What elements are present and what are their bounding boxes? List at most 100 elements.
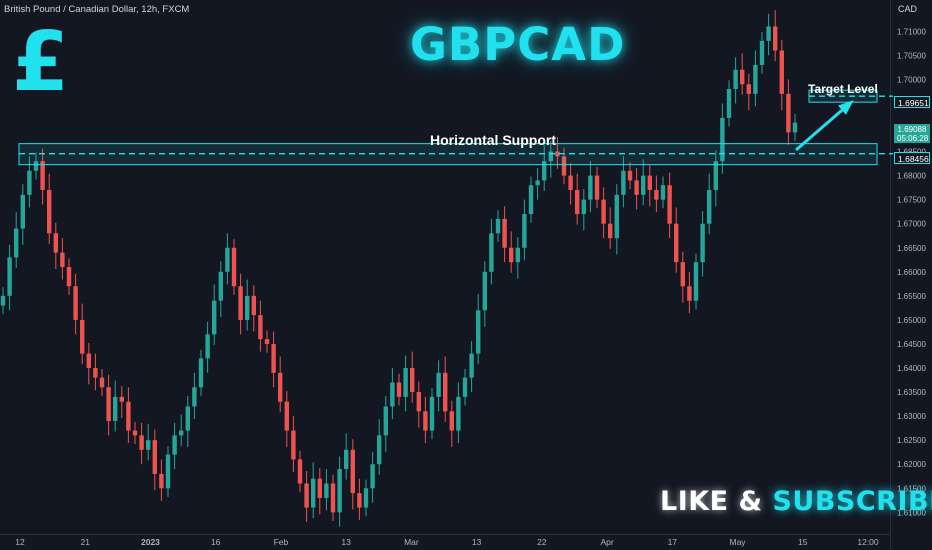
support-label: Horizontal Support — [430, 132, 556, 148]
candle-up — [476, 310, 481, 354]
pound-logo-icon: £ — [12, 15, 70, 110]
candle-down — [746, 84, 751, 94]
candle-down — [634, 180, 639, 195]
candle-down — [410, 368, 415, 393]
candle-down — [66, 267, 72, 287]
candle-up — [33, 161, 39, 171]
candle-down — [231, 247, 237, 287]
candle-up — [462, 377, 468, 397]
arrow-shaft — [795, 104, 849, 151]
candle-up — [726, 89, 732, 118]
time-tick-label: 16 — [211, 537, 221, 547]
candle-down — [119, 396, 124, 402]
candle-up — [337, 469, 342, 513]
candle-up — [621, 170, 626, 195]
candle-up — [146, 440, 151, 450]
candle-down — [740, 69, 745, 85]
candle-down — [330, 483, 336, 513]
candle-down — [423, 411, 428, 431]
candle-up — [641, 175, 646, 195]
candle-up — [344, 449, 349, 470]
candle-up — [198, 358, 204, 388]
candle-down — [443, 372, 448, 412]
candle-down — [654, 190, 659, 200]
candle-down — [53, 233, 58, 253]
candle-down — [502, 218, 507, 248]
candle-up — [225, 247, 230, 272]
candle-up — [548, 151, 553, 162]
candle-down — [601, 199, 606, 224]
price-tick-label: 1.65000 — [897, 316, 926, 325]
candle-down — [555, 151, 560, 157]
candle-up — [377, 435, 382, 465]
candle-down — [687, 286, 692, 301]
candle-down — [568, 175, 573, 191]
candlestick-series — [0, 10, 798, 527]
target-price-tag: 1.69651 — [894, 96, 930, 108]
price-tick-label: 1.63000 — [897, 412, 926, 421]
candle-up — [172, 435, 177, 455]
price-tick-label: 1.70500 — [897, 51, 926, 60]
candle-up — [0, 295, 6, 306]
chart-title: GBPCAD — [410, 18, 626, 71]
candle-down — [271, 343, 276, 373]
candle-down — [449, 411, 454, 431]
candle-up — [720, 117, 725, 162]
price-tick-label: 1.65500 — [897, 292, 926, 301]
candle-down — [317, 478, 322, 498]
candle-down — [278, 372, 283, 402]
candle-down — [152, 440, 157, 474]
candle-up — [528, 185, 534, 215]
candle-up — [218, 271, 223, 301]
time-tick-label: 13 — [341, 537, 351, 547]
price-tick-label: 1.67000 — [897, 220, 926, 229]
time-axis[interactable]: 12 21 2023 16 Feb 13 Mar 13 22 Apr 17 May 15 12:00 — [15, 537, 879, 547]
candle-up — [535, 180, 540, 186]
candle-up — [14, 228, 19, 258]
time-tick-label: 22 — [537, 537, 547, 547]
price-tick-label: 1.64500 — [897, 340, 926, 349]
candle-down — [126, 401, 131, 431]
price-tick-label: 1.62000 — [897, 460, 926, 469]
price-tick-label: 1.71000 — [897, 27, 926, 36]
candle-down — [258, 315, 263, 340]
time-tick-label: Apr — [600, 537, 613, 547]
candle-down — [779, 50, 784, 94]
candle-up — [588, 175, 593, 200]
candle-down — [139, 435, 144, 450]
target-arrow-icon — [795, 99, 854, 151]
price-tick-label: 1.70000 — [897, 75, 926, 84]
price-tick-label: 1.61500 — [897, 484, 926, 493]
price-tick-label: 1.63500 — [897, 388, 926, 397]
candle-down — [60, 252, 65, 267]
candle-down — [238, 286, 243, 320]
candle-down — [73, 286, 78, 320]
candle-down — [575, 190, 580, 215]
candle-down — [304, 483, 309, 508]
bar-countdown: 05:06:28 — [897, 134, 929, 143]
time-tick-label: 15 — [798, 537, 808, 547]
candle-up — [179, 430, 184, 436]
candle-down — [132, 430, 138, 436]
candle-up — [7, 257, 12, 296]
candle-down — [93, 368, 98, 378]
candle-up — [165, 454, 171, 489]
candle-down — [264, 339, 270, 344]
candle-up — [456, 396, 461, 431]
candle-down — [773, 26, 778, 51]
candle-down — [350, 449, 355, 494]
candle-down — [291, 430, 296, 460]
price-tick-label: 1.61000 — [897, 508, 926, 517]
candle-down — [80, 319, 85, 354]
candle-down — [594, 175, 600, 200]
cta-subscribe-text: SUBSCRIBE — [772, 486, 932, 517]
target-label: Target Level — [808, 82, 878, 96]
like-subscribe-banner[interactable]: LIKE & SUBSCRIBE — [660, 486, 932, 517]
candle-down — [106, 387, 111, 421]
price-tick-label: 1.66500 — [897, 244, 926, 253]
candle-up — [693, 262, 699, 301]
candle-up — [436, 372, 441, 397]
candle-up — [482, 271, 487, 311]
symbol-title[interactable]: British Pound / Canadian Dollar, 12h, FX… — [4, 4, 190, 15]
